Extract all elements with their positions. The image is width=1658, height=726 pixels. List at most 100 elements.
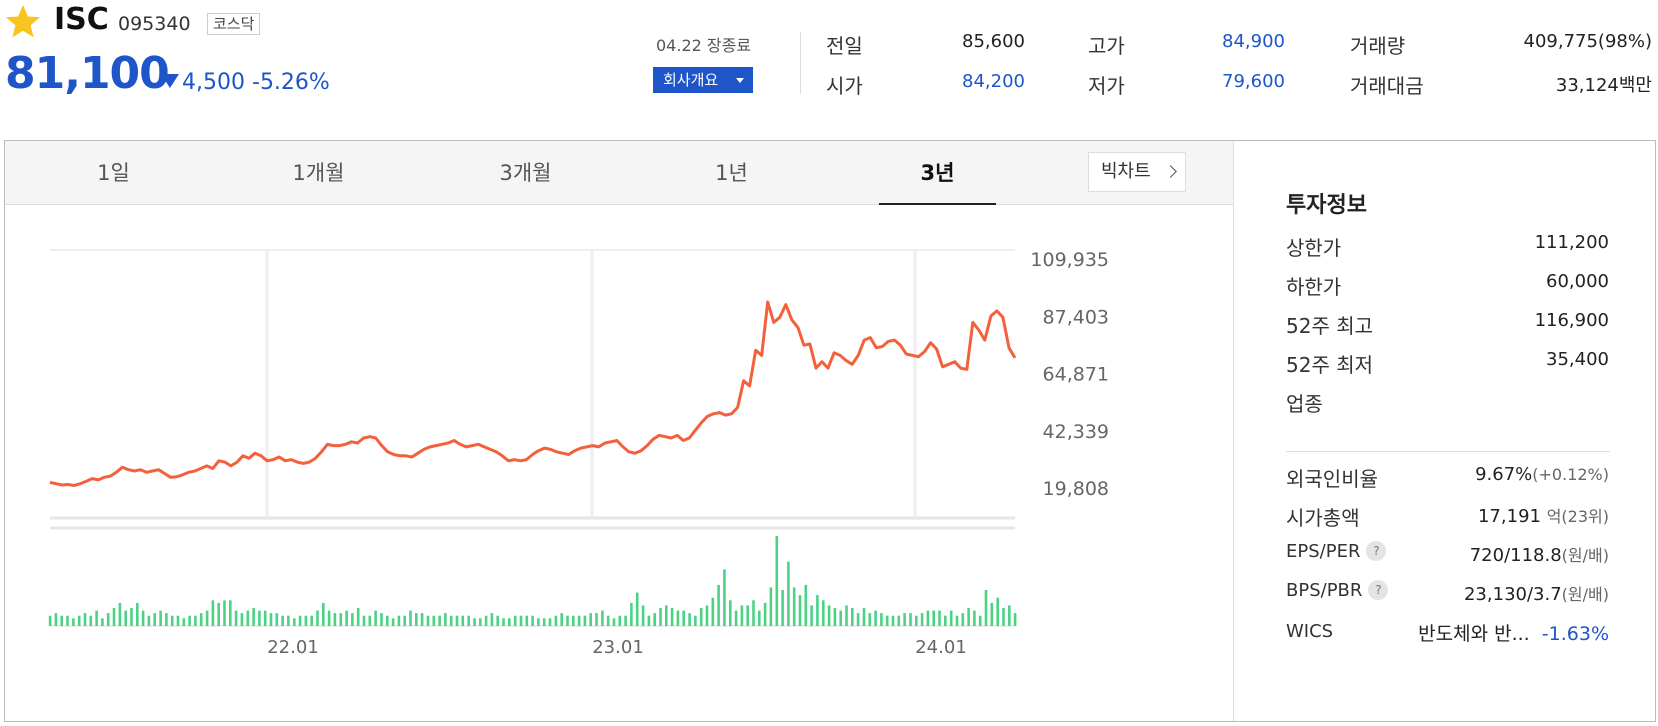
volume-bar	[647, 615, 651, 626]
volume-bar	[461, 615, 465, 626]
volume-bar	[89, 615, 93, 626]
market-status: 04.22 장종료	[656, 36, 752, 55]
low-value: 79,600	[1222, 71, 1285, 92]
divider	[1286, 451, 1610, 452]
wics-value: 반도체와 반... -1.63%	[1418, 619, 1609, 646]
volume-bar	[856, 613, 860, 626]
price-chart[interactable]: 109,935 87,403 64,871 42,339 19,808 22.01 23.…	[5, 206, 1233, 721]
wics-label: WICS	[1286, 621, 1334, 642]
volume-bar	[699, 608, 703, 626]
down-triangle-icon	[161, 74, 179, 88]
volume-bar	[670, 608, 674, 626]
volume-bar	[362, 615, 366, 626]
volume-bar	[473, 618, 476, 626]
high-value: 84,900	[1222, 31, 1285, 52]
current-price: 81,100	[5, 48, 170, 99]
volume-bar	[182, 618, 186, 626]
x-tick-label: 22.01	[267, 637, 319, 658]
volume-bar	[298, 615, 302, 626]
volume-bar	[234, 610, 238, 626]
volume-bar	[455, 615, 459, 626]
tab-1m[interactable]: 1개월	[292, 161, 345, 185]
volume-bar	[467, 615, 470, 626]
volume-bar	[978, 615, 982, 626]
volume-bar	[176, 615, 180, 626]
volume-bar	[72, 618, 75, 626]
volume-bar	[827, 605, 831, 626]
volume-bar	[938, 610, 941, 626]
volume-bar	[862, 608, 866, 626]
volume-bar	[531, 615, 534, 626]
volume-bar	[48, 615, 52, 626]
volume-bar	[490, 613, 494, 626]
volume-bar	[106, 613, 110, 626]
volume-bar	[851, 608, 854, 626]
volume-bar	[746, 605, 749, 626]
volume-bar	[426, 615, 430, 626]
volume-bar	[263, 610, 267, 626]
volume-bar	[734, 610, 738, 626]
price-change-pct: -5.26%	[252, 70, 330, 95]
open-label: 시가	[826, 74, 863, 98]
tab-3m[interactable]: 3개월	[499, 161, 552, 185]
tab-3y[interactable]: 3년	[879, 141, 996, 205]
volume-bar	[792, 587, 796, 626]
volume-bar	[409, 610, 412, 626]
wics-industry[interactable]: 반도체와 반...	[1418, 623, 1530, 645]
volume-bar	[130, 608, 133, 626]
volume-bar	[961, 613, 965, 626]
market-cap-value: 17,191 억(23위)	[1478, 503, 1609, 527]
volume-bar	[415, 613, 418, 626]
eps-per-value: 720/118.8(원/배)	[1470, 542, 1609, 566]
bps-pbr-number: 23,130/3.7	[1463, 584, 1562, 605]
tab-1y[interactable]: 1년	[715, 161, 748, 185]
volume-bar	[653, 613, 656, 626]
help-icon[interactable]: ?	[1366, 541, 1387, 561]
volume-bar	[391, 618, 395, 626]
volume-bar	[397, 615, 401, 626]
big-chart-button[interactable]: 빅차트	[1088, 152, 1186, 192]
volume-bar	[496, 615, 499, 626]
volume-bar	[502, 618, 505, 626]
volume-bar	[717, 584, 720, 626]
volume-bar	[240, 613, 244, 626]
company-overview-button[interactable]: 회사개요	[653, 67, 753, 93]
trade-value-value: 33,124백만	[1440, 71, 1652, 97]
volume-bar	[781, 590, 784, 626]
week52-high-label: 52주 최고	[1286, 314, 1374, 338]
volume-bar	[223, 600, 226, 626]
volume-bar	[740, 605, 744, 626]
market-cap-number: 17,191	[1477, 506, 1541, 527]
volume-bar	[763, 602, 767, 626]
bps-pbr-unit: (원/배)	[1561, 585, 1609, 604]
volume-bar	[205, 610, 209, 626]
volume-bar	[560, 613, 563, 626]
volume-bar	[432, 615, 436, 626]
volume-bar	[165, 613, 168, 626]
volume-bar	[77, 615, 81, 626]
volume-bar	[630, 602, 633, 626]
volume-bar	[775, 536, 779, 626]
volume-bar	[932, 610, 935, 626]
volume-bar	[694, 615, 697, 626]
volume-bar	[141, 610, 145, 626]
lower-limit-label: 하한가	[1286, 275, 1342, 299]
volume-bar	[229, 600, 232, 626]
industry-label: 업종	[1286, 392, 1323, 416]
volume-bar	[868, 613, 872, 626]
volume-label: 거래량	[1350, 34, 1406, 58]
volume-bar	[635, 592, 639, 626]
volume-bar	[333, 613, 337, 626]
volume-bar	[252, 608, 255, 626]
volume-bar	[909, 613, 912, 626]
foreign-ratio-number: 9.67%	[1475, 464, 1533, 485]
star-icon[interactable]	[4, 3, 42, 41]
tab-1d[interactable]: 1일	[97, 161, 130, 185]
week52-low-value: 35,400	[1546, 349, 1609, 370]
volume-bar	[920, 613, 924, 626]
volume-bar	[903, 613, 906, 626]
prev-close-value: 85,600	[962, 31, 1025, 52]
help-icon[interactable]: ?	[1368, 580, 1389, 600]
volume-bar	[885, 615, 889, 626]
volume-bar	[118, 602, 122, 626]
